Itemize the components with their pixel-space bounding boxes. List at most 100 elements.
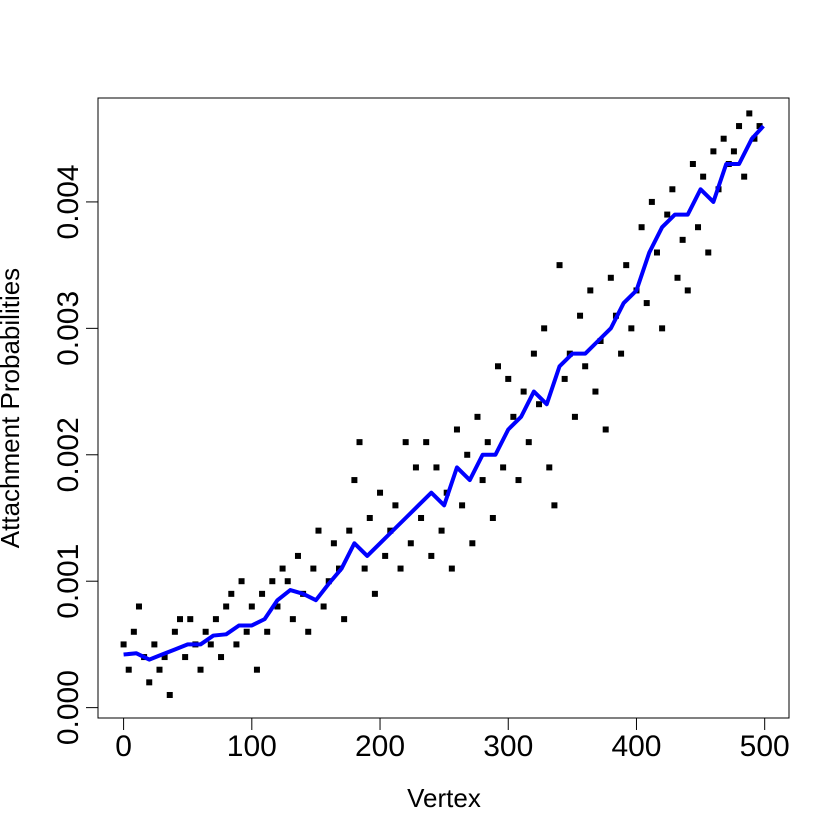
point — [305, 628, 312, 635]
point — [664, 211, 671, 218]
point — [166, 691, 173, 698]
point — [464, 451, 471, 458]
point — [571, 413, 578, 420]
smooth-line — [123, 124, 765, 662]
y-tick-label: 0.000 — [52, 670, 85, 745]
x-tick-label: 300 — [483, 730, 533, 763]
point — [218, 654, 225, 661]
point — [659, 325, 666, 332]
point — [187, 616, 194, 623]
point — [602, 426, 609, 433]
point — [294, 552, 301, 559]
point — [494, 363, 501, 370]
point — [653, 249, 660, 256]
point — [274, 603, 281, 610]
point — [510, 413, 517, 420]
point — [161, 654, 168, 661]
point — [730, 148, 737, 155]
point — [520, 388, 527, 395]
point — [341, 616, 348, 623]
point — [638, 224, 645, 231]
point — [700, 173, 707, 180]
point — [346, 527, 353, 534]
point — [515, 477, 522, 484]
point — [705, 249, 712, 256]
point — [130, 628, 137, 635]
point — [474, 413, 481, 420]
point — [320, 603, 327, 610]
point — [453, 426, 460, 433]
point — [607, 274, 614, 281]
point — [530, 350, 537, 357]
point — [679, 236, 686, 243]
x-tick-label: 0 — [115, 730, 132, 763]
point — [459, 502, 466, 509]
point — [669, 186, 676, 193]
point — [171, 628, 178, 635]
point — [135, 603, 142, 610]
x-axis-label: Vertex — [407, 783, 481, 813]
point — [695, 224, 702, 231]
y-tick-label: 0.002 — [52, 417, 85, 492]
point — [484, 439, 491, 446]
point — [212, 616, 219, 623]
point — [648, 198, 655, 205]
point — [397, 565, 404, 572]
point — [489, 514, 496, 521]
y-axis-label: Attachment Probabilities — [0, 268, 25, 548]
point — [756, 123, 763, 130]
point — [377, 489, 384, 496]
point — [525, 439, 532, 446]
point — [392, 502, 399, 509]
point — [223, 603, 230, 610]
point — [371, 590, 378, 597]
point — [556, 262, 563, 269]
point — [479, 477, 486, 484]
point — [289, 616, 296, 623]
point — [505, 375, 512, 382]
point — [412, 464, 419, 471]
point — [536, 401, 543, 408]
point — [448, 565, 455, 572]
point — [243, 628, 250, 635]
point — [382, 552, 389, 559]
point — [197, 666, 204, 673]
point — [253, 666, 260, 673]
point — [433, 464, 440, 471]
point — [284, 578, 291, 585]
point — [582, 363, 589, 370]
point — [587, 287, 594, 294]
point — [366, 514, 373, 521]
point — [207, 641, 214, 648]
point — [684, 287, 691, 294]
point — [146, 679, 153, 686]
y-tick-label: 0.004 — [52, 164, 85, 239]
point — [177, 616, 184, 623]
point — [182, 654, 189, 661]
point — [628, 325, 635, 332]
point — [674, 274, 681, 281]
point — [741, 173, 748, 180]
point — [279, 565, 286, 572]
point — [264, 628, 271, 635]
point — [151, 641, 158, 648]
point — [577, 312, 584, 319]
point — [623, 262, 630, 269]
point — [120, 641, 127, 648]
point — [259, 590, 266, 597]
point — [643, 300, 650, 307]
point — [248, 603, 255, 610]
point — [361, 565, 368, 572]
y-tick-label: 0.003 — [52, 291, 85, 366]
point — [746, 110, 753, 117]
point — [407, 540, 414, 547]
point — [561, 375, 568, 382]
y-tick-label: 0.001 — [52, 544, 85, 619]
point — [315, 527, 322, 534]
point — [310, 565, 317, 572]
point — [689, 160, 696, 167]
point — [356, 439, 363, 446]
point — [428, 552, 435, 559]
